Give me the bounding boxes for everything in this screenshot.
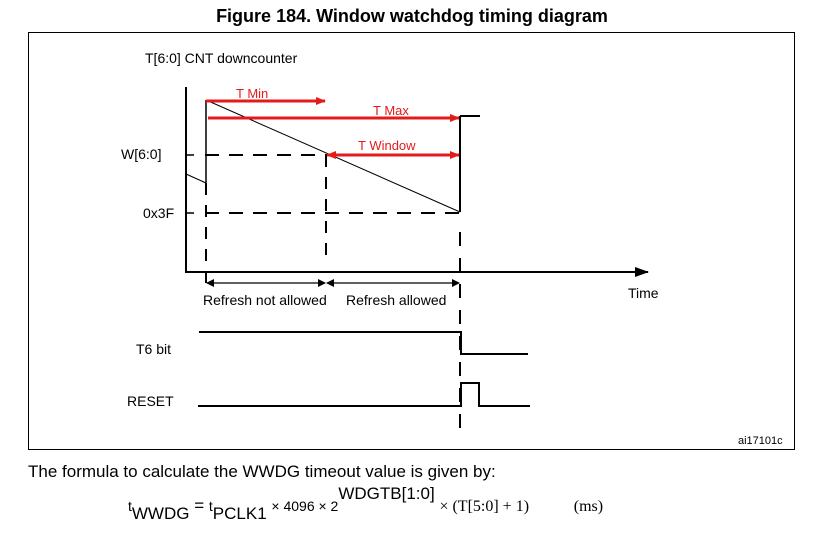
refresh-allowed-label: Refresh allowed xyxy=(346,292,447,308)
window-level-label: W[6:0] xyxy=(121,146,162,162)
twindow-label: T Window xyxy=(358,138,416,153)
tmin-label: T Min xyxy=(236,86,269,101)
reset-label: RESET xyxy=(127,393,174,409)
reset-waveform xyxy=(198,382,530,407)
formula-lhs-t: t xyxy=(128,498,132,514)
t6-bit-label: T6 bit xyxy=(136,341,172,357)
formula-exponent: WDGTB[1:0] xyxy=(338,484,435,503)
formula-multiplier: × 4096 × 2 xyxy=(271,498,339,514)
formula-rhs-t: t xyxy=(208,498,213,514)
formula-lhs-subscript: WWDG xyxy=(131,504,190,523)
refresh-not-allowed-label: Refresh not allowed xyxy=(203,292,327,308)
figure-id-label: ai17101c xyxy=(738,435,783,447)
diagram-frame xyxy=(28,32,795,450)
time-axis-label: Time xyxy=(628,285,659,301)
threshold-level-label: 0x3F xyxy=(143,205,175,221)
wwdg-timeout-formula: tWWDG = tPCLK1 × 4096 × 2WDGTB[1:0] × (T… xyxy=(128,484,604,523)
figure-title: Figure 184. Window watchdog timing diagr… xyxy=(216,6,608,26)
formula-intro-text: The formula to calculate the WWDG timeou… xyxy=(28,462,496,481)
formula-unit: (ms) xyxy=(573,498,604,515)
counter-label: T[6:0] CNT downcounter xyxy=(145,50,298,66)
formula-counter-term: × (T[5:0] + 1) xyxy=(439,498,530,515)
formula-rhs-subscript: PCLK1 xyxy=(212,504,267,523)
formula-equals: = xyxy=(194,496,205,515)
tmax-label: T Max xyxy=(373,103,409,118)
t6-bit-waveform xyxy=(199,331,528,355)
